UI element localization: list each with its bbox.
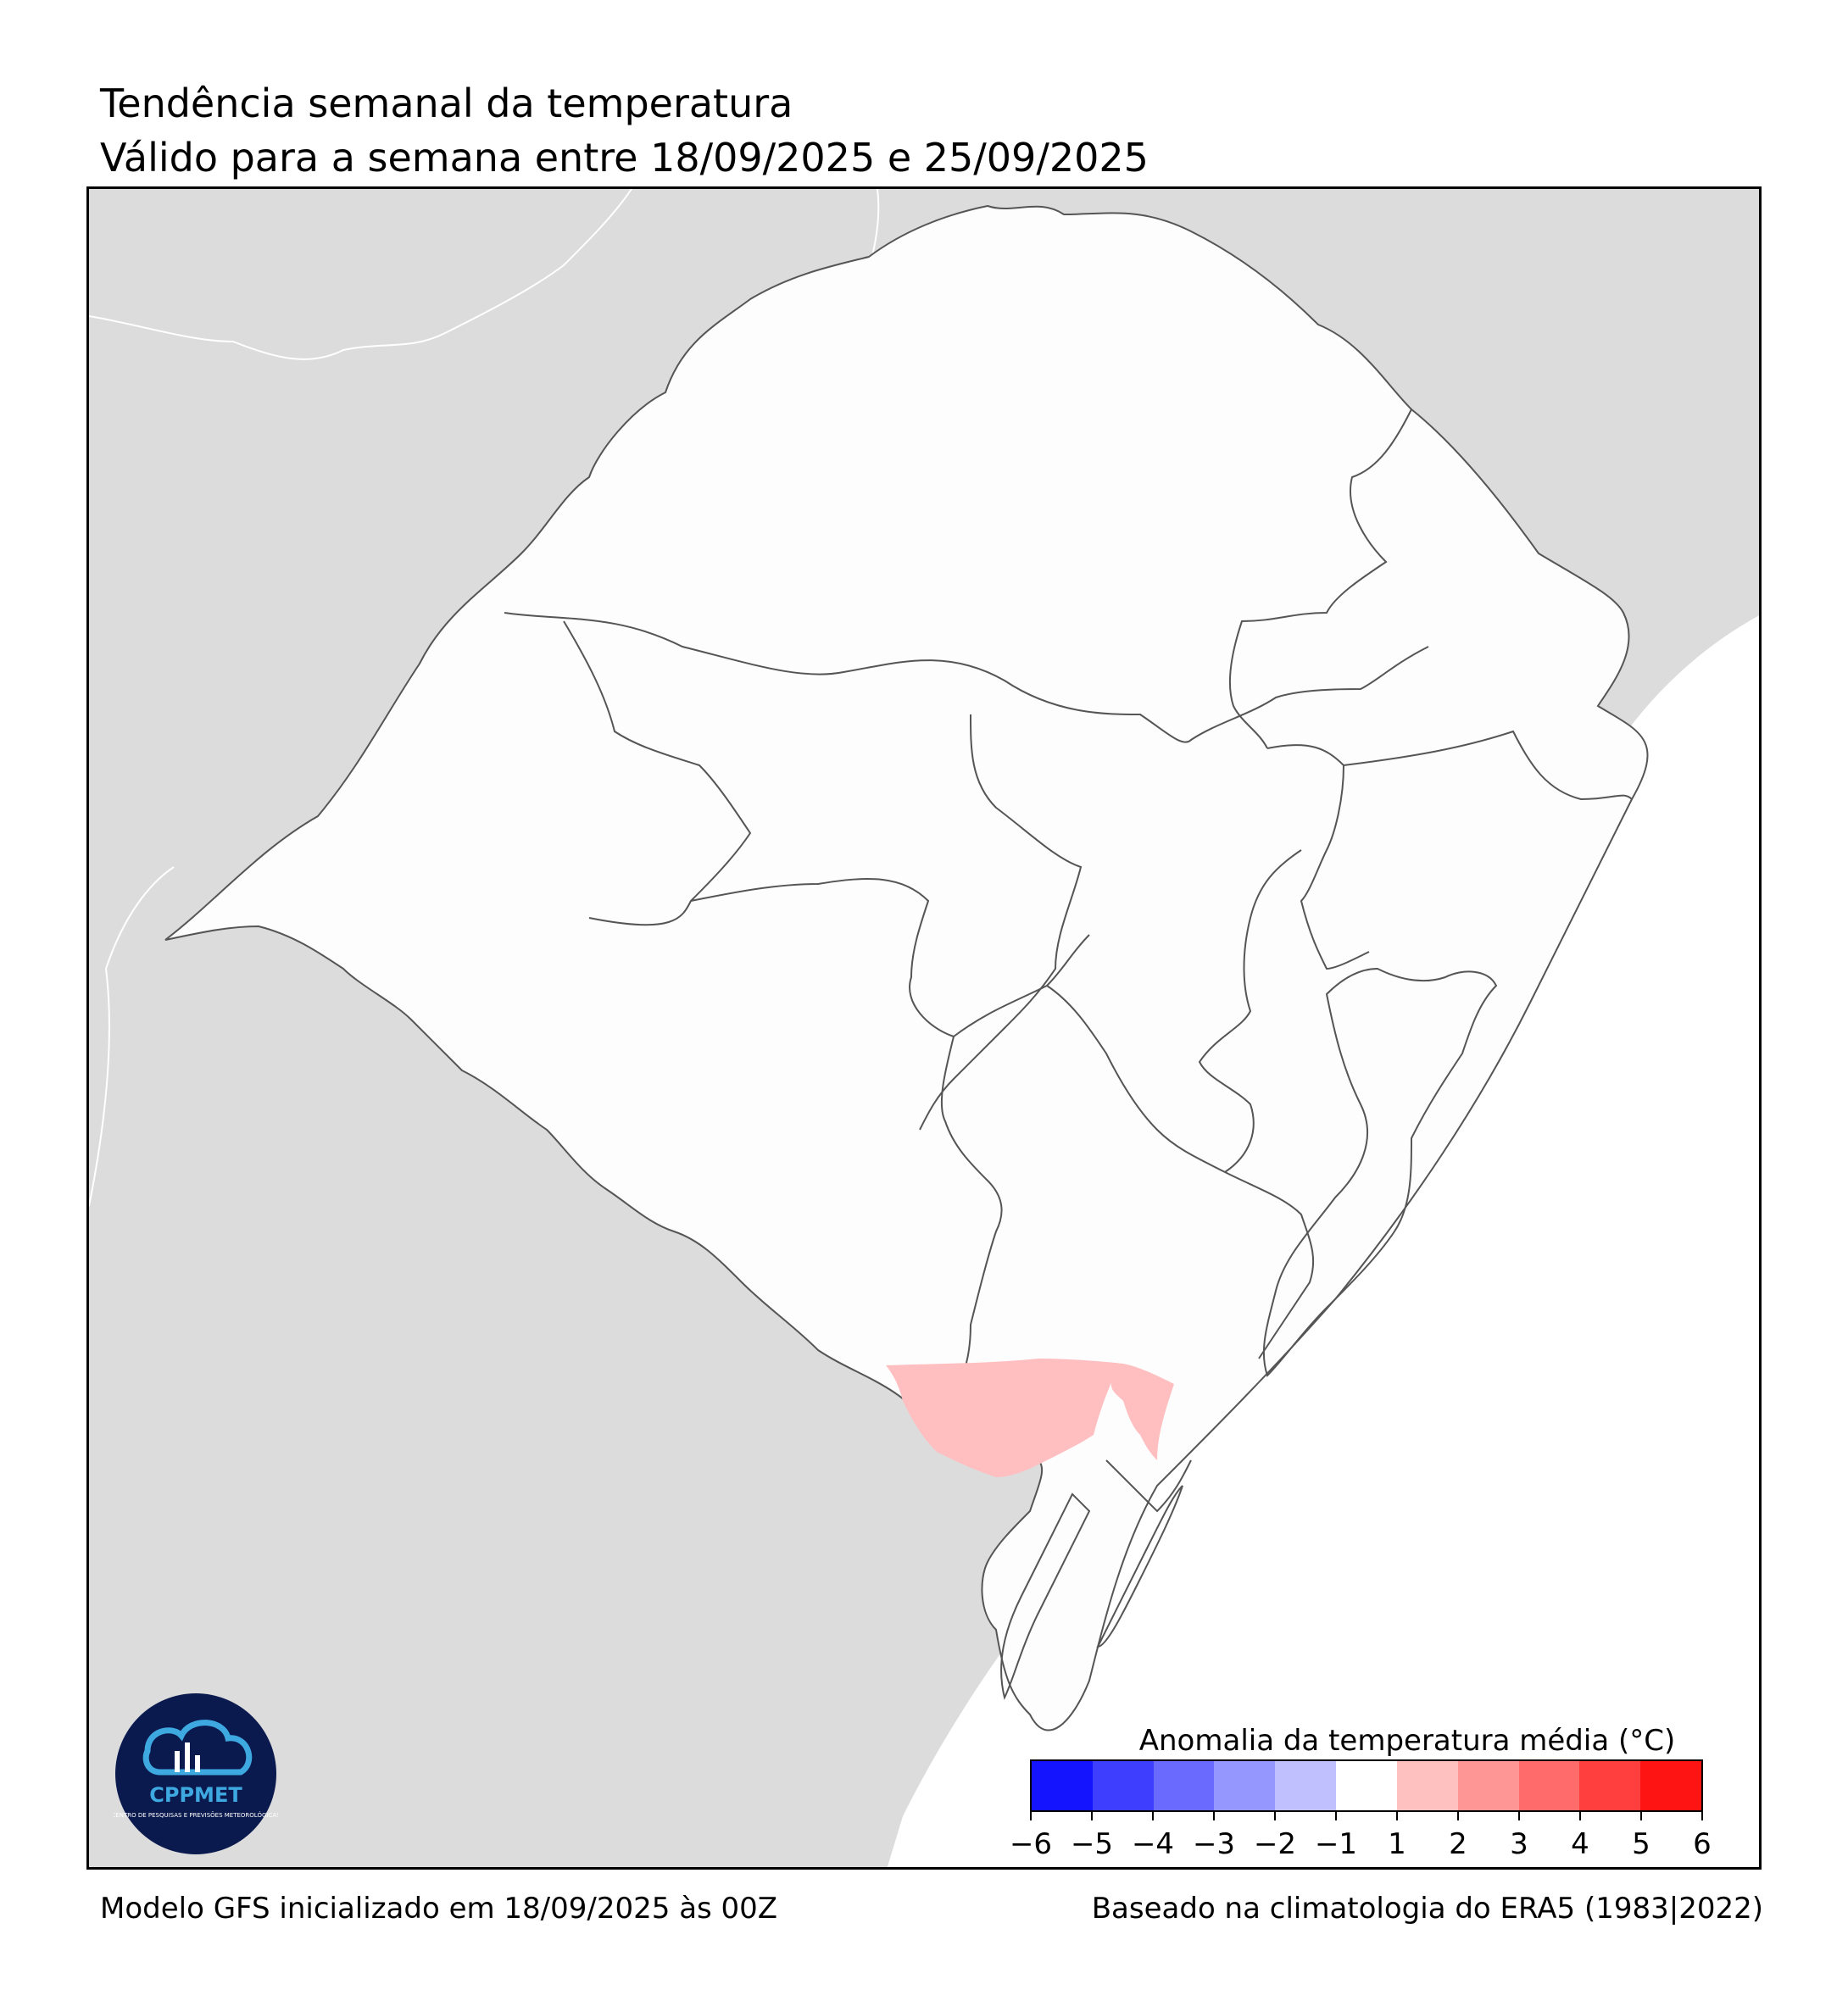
region-border bbox=[1198, 849, 1302, 1173]
colorbar-segment bbox=[1092, 1761, 1154, 1810]
colorbar-tick bbox=[1274, 1812, 1276, 1820]
colorbar-tick bbox=[1213, 1812, 1215, 1820]
chart-title: Tendência semanal da temperatura bbox=[100, 81, 793, 126]
colorbar-tick-label: 4 bbox=[1571, 1827, 1589, 1861]
cloud-icon bbox=[142, 1720, 253, 1776]
chart-subtitle: Válido para a semana entre 18/09/2025 e … bbox=[100, 135, 1149, 181]
colorbar-tick-label: −6 bbox=[1009, 1827, 1053, 1861]
colorbar-tick bbox=[1701, 1812, 1703, 1820]
colorbar-tick-label: 5 bbox=[1632, 1827, 1650, 1861]
colorbar-tick-label: −3 bbox=[1192, 1827, 1236, 1861]
bar-icon bbox=[175, 1751, 180, 1772]
colorbar-tick bbox=[1335, 1812, 1337, 1820]
river-line bbox=[89, 189, 632, 360]
colorbar-tick-label: −5 bbox=[1070, 1827, 1114, 1861]
colorbar-segment bbox=[1396, 1761, 1458, 1810]
bar-icon bbox=[195, 1755, 200, 1772]
legend-title: Anomalia da temperatura média (°C) bbox=[1138, 1724, 1676, 1758]
colorbar-tick bbox=[1640, 1812, 1642, 1820]
lagoon bbox=[1262, 967, 1498, 1377]
colorbar-tick bbox=[1579, 1812, 1581, 1820]
colorbar-tick-label: 2 bbox=[1449, 1827, 1467, 1861]
region-border bbox=[1343, 730, 1633, 801]
colorbar-tick-label: −1 bbox=[1314, 1827, 1358, 1861]
footer-model: Modelo GFS inicializado em 18/09/2025 às… bbox=[100, 1892, 778, 1926]
region-border bbox=[1228, 409, 1412, 749]
lagoon bbox=[1000, 1492, 1091, 1700]
region-border bbox=[936, 1036, 1003, 1410]
colorbar-tick-label: −2 bbox=[1253, 1827, 1297, 1861]
region-border bbox=[504, 612, 1429, 743]
colorbar-tick-label: 1 bbox=[1388, 1827, 1406, 1861]
logo-name: CPPMET bbox=[149, 1783, 242, 1807]
colorbar-segment bbox=[1518, 1761, 1580, 1810]
region-border bbox=[563, 620, 752, 926]
colorbar-tick bbox=[1457, 1812, 1459, 1820]
colorbar-tick-label: 6 bbox=[1693, 1827, 1712, 1861]
anomaly-area bbox=[886, 1359, 1174, 1477]
lagoon bbox=[1096, 1485, 1183, 1648]
region-border bbox=[1266, 744, 1370, 970]
colorbar bbox=[1030, 1759, 1703, 1812]
colorbar-tick bbox=[1152, 1812, 1154, 1820]
colorbar-segment bbox=[1336, 1761, 1397, 1810]
bar-icon bbox=[185, 1742, 190, 1772]
map-panel bbox=[86, 186, 1762, 1870]
colorbar-segment bbox=[1579, 1761, 1641, 1810]
colorbar-segment bbox=[1032, 1761, 1093, 1810]
colorbar-tick-label: 3 bbox=[1510, 1827, 1528, 1861]
colorbar-tick-label: −4 bbox=[1131, 1827, 1175, 1861]
colorbar-segment bbox=[1640, 1761, 1701, 1810]
lagoon bbox=[1105, 1459, 1192, 1513]
river-line bbox=[89, 866, 175, 1207]
logo-subtext: CENTRO DE PESQUISAS E PREVISÕES METEOROL… bbox=[114, 1811, 278, 1819]
colorbar-segment bbox=[1275, 1761, 1337, 1810]
colorbar-segment bbox=[1153, 1761, 1215, 1810]
footer-climatology: Baseado na climatologia do ERA5 (1983|20… bbox=[1091, 1892, 1763, 1926]
colorbar-tick bbox=[1091, 1812, 1093, 1820]
colorbar-tick bbox=[1396, 1812, 1398, 1820]
map-svg bbox=[89, 189, 1759, 1867]
colorbar-segment bbox=[1214, 1761, 1276, 1810]
region-border bbox=[690, 878, 1090, 1038]
colorbar-tick bbox=[1030, 1812, 1032, 1820]
colorbar-segment bbox=[1457, 1761, 1519, 1810]
colorbar-tick bbox=[1518, 1812, 1520, 1820]
state-polygon bbox=[164, 204, 1649, 1731]
cppmet-logo: CPPMET CENTRO DE PESQUISAS E PREVISÕES M… bbox=[114, 1693, 278, 1854]
region-border bbox=[919, 714, 1083, 1131]
